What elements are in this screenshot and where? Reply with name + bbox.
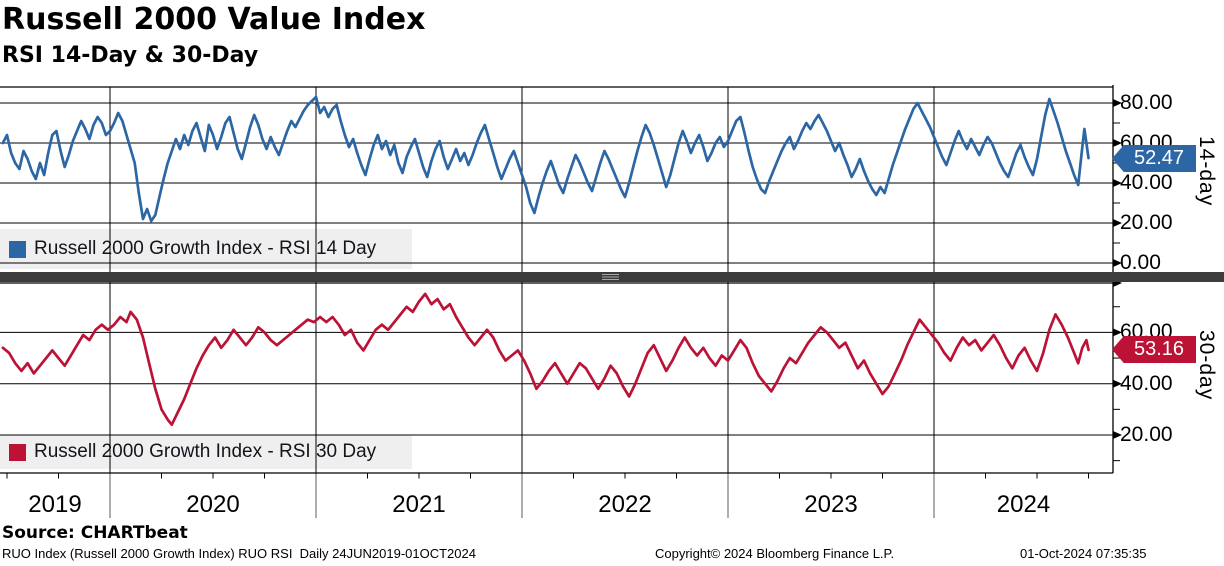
legend-rsi14: Russell 2000 Growth Index - RSI 14 Day bbox=[0, 229, 412, 269]
legend-label-rsi30: Russell 2000 Growth Index - RSI 30 Day bbox=[34, 441, 377, 462]
xtick-year-label: 2020 bbox=[186, 491, 240, 518]
source-label: Source: CHARTbeat bbox=[2, 523, 188, 543]
last-price-tag-rsi14: 52.47 bbox=[1112, 145, 1196, 172]
xtick-year-label: 2024 bbox=[996, 491, 1051, 518]
footer-security-info: RUO Index (Russell 2000 Growth Index) RU… bbox=[2, 546, 476, 561]
ytick-label-14day: 80.00 bbox=[1120, 91, 1173, 114]
ytick-label-14day: 20.00 bbox=[1120, 211, 1173, 234]
ytick-label-14day: 40.00 bbox=[1120, 171, 1173, 194]
axis-title-14day: 14-day bbox=[1195, 136, 1218, 207]
panel-splitter[interactable] bbox=[0, 272, 1224, 282]
ytick-label-30day: 20.00 bbox=[1120, 423, 1173, 446]
page-subtitle: RSI 14-Day & 30-Day bbox=[2, 43, 259, 68]
legend-label-rsi14: Russell 2000 Growth Index - RSI 14 Day bbox=[34, 238, 377, 259]
xtick-year-label: 2021 bbox=[392, 491, 446, 518]
footer-timestamp: 01-Oct-2024 07:35:35 bbox=[1020, 546, 1147, 561]
xtick-year-label: 2023 bbox=[804, 491, 858, 518]
page-title: Russell 2000 Value Index bbox=[2, 2, 426, 37]
splitter-grip-icon bbox=[602, 274, 619, 280]
ytick-label-30day: 40.00 bbox=[1120, 371, 1173, 395]
legend-rsi30: Russell 2000 Growth Index - RSI 30 Day bbox=[0, 435, 412, 469]
ytick-label-14day: 0.00 bbox=[1120, 251, 1161, 274]
legend-swatch-rsi14-icon bbox=[9, 240, 26, 258]
xtick-year-label: 2022 bbox=[598, 491, 652, 518]
legend-swatch-rsi30-icon bbox=[9, 443, 26, 461]
xtick-year-label: 2019 bbox=[28, 491, 82, 518]
axis-title-30day: 30-day bbox=[1195, 330, 1218, 401]
footer-copyright: Copyright© 2024 Bloomberg Finance L.P. bbox=[655, 546, 895, 561]
last-price-tag-rsi30: 53.16 bbox=[1112, 336, 1196, 363]
